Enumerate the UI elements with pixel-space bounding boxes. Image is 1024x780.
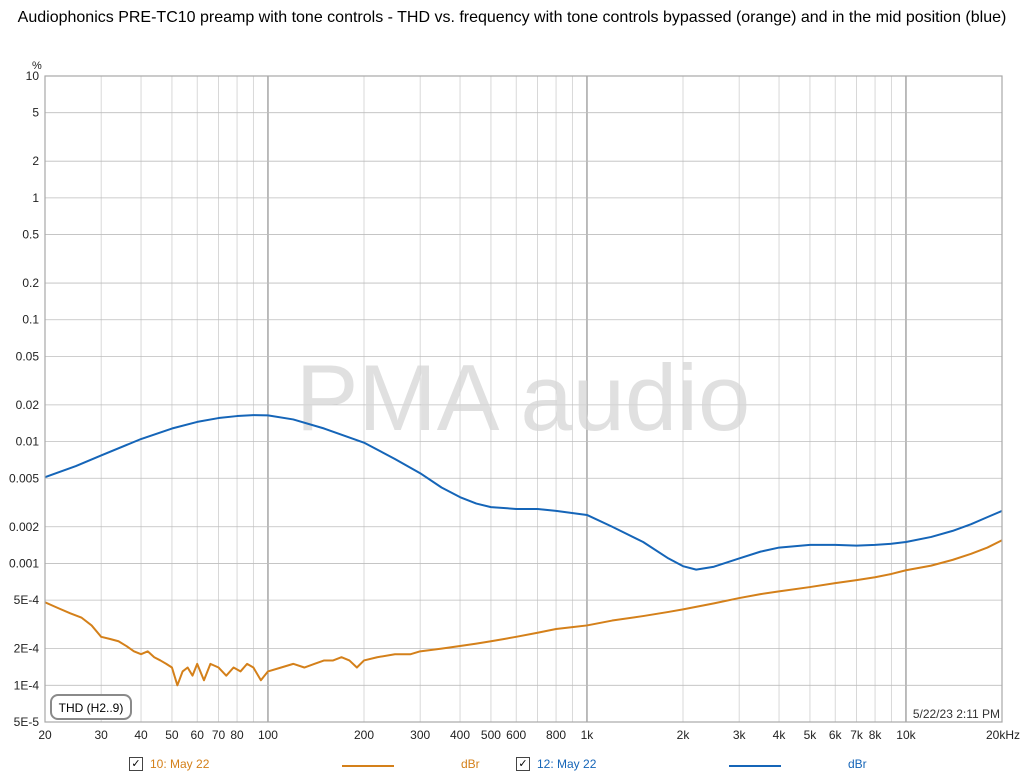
series-1-name: 10: May 22 <box>150 757 210 771</box>
x-tick-label: 30 <box>94 728 108 742</box>
x-tick-label: 80 <box>230 728 244 742</box>
y-tick-label: 0.1 <box>22 313 39 327</box>
series-2-name: 12: May 22 <box>537 757 597 771</box>
x-tick-label: 500 <box>481 728 501 742</box>
x-tick-label: 100 <box>258 728 278 742</box>
x-axis: 20 30 40 50 60 70 80 100 200 300 400 500 600 800 1k 2k 3… <box>38 728 1020 742</box>
x-tick-label: 800 <box>546 728 566 742</box>
x-tick-label: 200 <box>354 728 374 742</box>
legend-item-1[interactable]: ✓ <box>129 757 143 771</box>
legend: ✓ 10: May 22 dBr ✓ 12: May 22 dBr <box>0 757 1024 775</box>
y-tick-label: 0.005 <box>9 471 39 485</box>
timestamp: 5/22/23 2:11 PM <box>913 707 1000 721</box>
y-tick-label: 10 <box>26 69 40 83</box>
y-tick-label: 0.001 <box>9 556 39 570</box>
series-line-2 <box>45 414 1002 571</box>
x-tick-label: 7k <box>850 728 864 742</box>
y-tick-label: 5 <box>32 106 39 120</box>
x-tick-label: 3k <box>733 728 747 742</box>
x-tick-label: 6k <box>829 728 843 742</box>
x-tick-label: 5k <box>804 728 818 742</box>
x-tick-label: 20 <box>38 728 52 742</box>
thd-label: THD (H2..9) <box>59 701 124 715</box>
x-tick-label: 60 <box>191 728 205 742</box>
chart-title: Audiophonics PRE-TC10 preamp with tone c… <box>17 9 1007 26</box>
series-2-unit: dBr <box>848 757 867 771</box>
x-tick-label: 50 <box>165 728 179 742</box>
y-tick-label: 5E-5 <box>14 715 40 729</box>
x-tick-label: 300 <box>410 728 430 742</box>
x-tick-label: 8k <box>869 728 883 742</box>
legend-item-1-unit-wrap: dBr <box>461 757 480 771</box>
plot-frame <box>44 75 1003 723</box>
thd-label-box[interactable]: THD (H2..9) <box>50 694 132 720</box>
y-tick-label: 1 <box>32 191 39 205</box>
y-tick-label: 2E-4 <box>14 642 40 656</box>
series-2-checkbox[interactable]: ✓ <box>516 757 530 771</box>
x-tick-label: 600 <box>506 728 526 742</box>
watermark: PMA audio <box>296 345 751 450</box>
y-tick-label: 1E-4 <box>14 678 40 692</box>
x-tick-label: 4k <box>773 728 787 742</box>
y-tick-label: 0.2 <box>22 276 39 290</box>
plot-area <box>45 76 1002 722</box>
y-tick-label: 2 <box>32 154 39 168</box>
y-tick-label: 0.02 <box>16 398 40 412</box>
y-tick-label: 0.05 <box>16 349 40 363</box>
legend-item-2[interactable]: ✓ <box>516 757 530 771</box>
series-layer <box>45 414 1002 687</box>
series-2-swatch <box>729 765 781 767</box>
series-1-unit: dBr <box>461 757 480 771</box>
legend-item-1-name-wrap: 10: May 22 <box>150 757 209 771</box>
x-tick-label: 70 <box>212 728 226 742</box>
series-1-swatch <box>342 765 394 767</box>
series-line-1 <box>45 539 1002 687</box>
y-tick-label: 5E-4 <box>14 593 40 607</box>
y-axis-unit: % <box>32 60 42 72</box>
y-tick-label: 0.01 <box>16 435 40 449</box>
x-tick-label: 2k <box>677 728 691 742</box>
y-axis: 10 5 2 1 0.5 0.2 0.1 0.05 0.02 0.01 0.005 0.002 0.00… <box>9 69 39 729</box>
x-tick-label: 40 <box>134 728 148 742</box>
y-tick-label: 0.5 <box>22 228 39 242</box>
x-tick-label: 10k <box>896 728 916 742</box>
legend-item-2-unit-wrap: dBr <box>848 757 867 771</box>
x-tick-label: 20kHz <box>986 728 1020 742</box>
y-tick-label: 0.002 <box>9 520 39 534</box>
series-1-checkbox[interactable]: ✓ <box>129 757 143 771</box>
legend-item-2-name-wrap: 12: May 22 <box>537 757 596 771</box>
x-tick-label: 400 <box>450 728 470 742</box>
x-tick-label: 1k <box>581 728 595 742</box>
